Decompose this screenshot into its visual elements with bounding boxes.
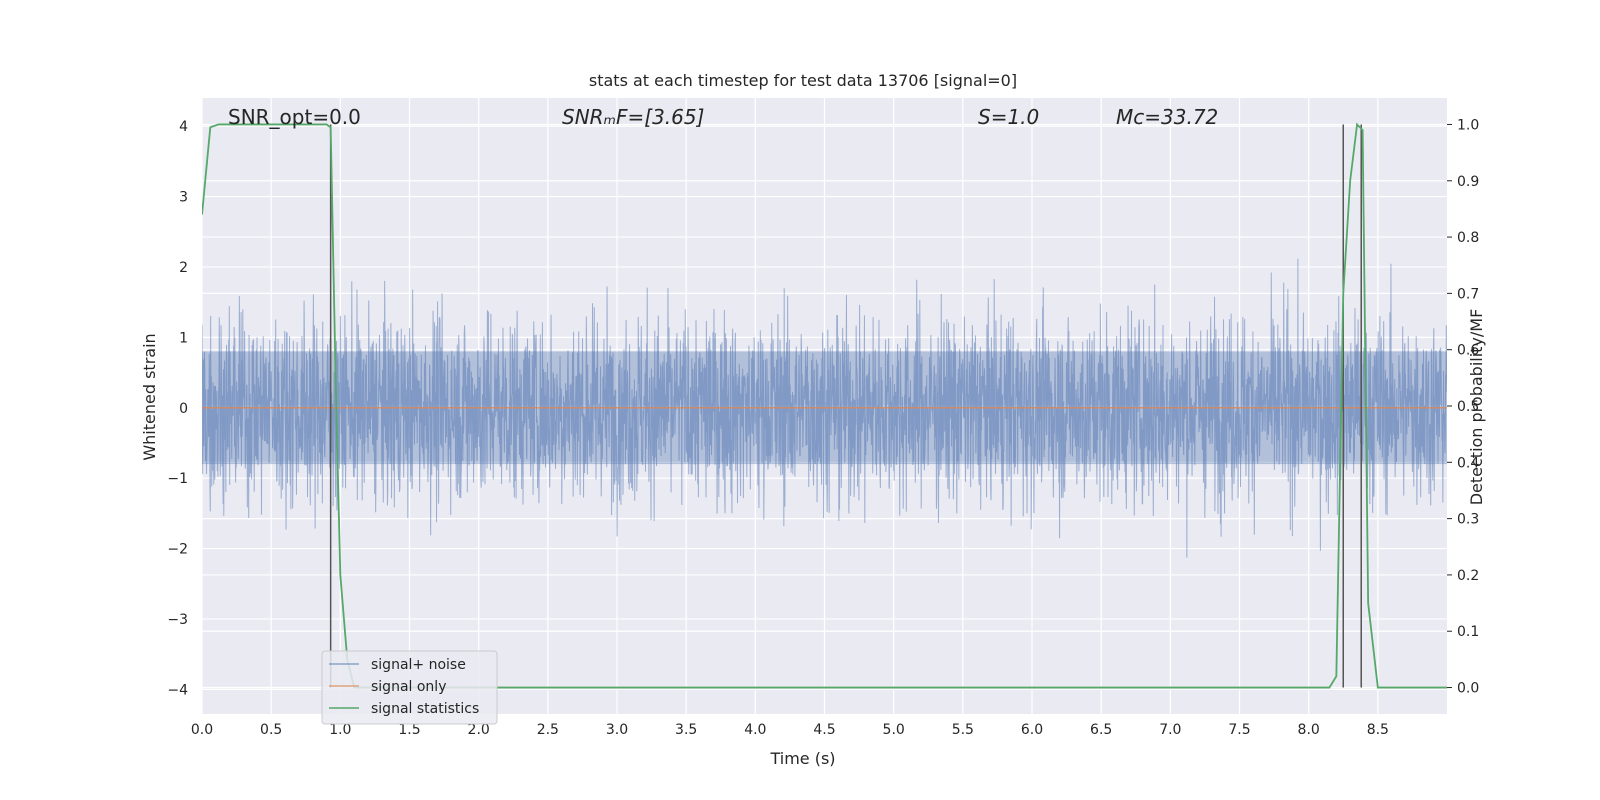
y-axis-right-ticks: 1.0 0.9 0.8 0.7 0.6 0.5 0.4 0.3 0.2 0.1 0.0 xyxy=(1447,117,1479,697)
y-left-tick-label: −4 xyxy=(167,682,188,698)
y-right-tick-label: 0.7 xyxy=(1457,286,1479,302)
x-tick-label: 2.0 xyxy=(468,722,490,738)
chart-title: stats at each timestep for test data 137… xyxy=(589,71,1017,90)
x-tick-label: 8.0 xyxy=(1298,722,1320,738)
noise-line xyxy=(202,258,1447,558)
statistics-line xyxy=(202,122,1447,689)
x-tick-label: 2.5 xyxy=(537,722,559,738)
legend-box xyxy=(321,650,498,725)
legend-label-statistics: signal statistics xyxy=(371,701,479,717)
x-tick-label: 1.5 xyxy=(398,722,420,738)
y-axis-left-ticks: 4 3 2 1 0 −1 −2 −3 −4 xyxy=(167,119,188,698)
y-right-tick-label: 0.3 xyxy=(1457,512,1479,528)
annotation-snr-opt: SNR_opt=0.0 xyxy=(228,105,361,129)
vertical-lines xyxy=(329,124,1362,688)
y-right-tick-label: 0.6 xyxy=(1457,343,1479,359)
x-tick-label: 6.0 xyxy=(1021,722,1043,738)
y-left-tick-label: −3 xyxy=(167,612,188,628)
x-tick-label: 8.5 xyxy=(1367,722,1389,738)
legend-label-signal-only: signal only xyxy=(371,679,446,695)
x-tick-label: 3.5 xyxy=(675,722,697,738)
x-tick-label: 3.0 xyxy=(606,722,628,738)
y-right-tick-label: 1.0 xyxy=(1457,117,1479,133)
x-tick-label: 0.5 xyxy=(260,722,282,738)
y-right-tick-label: 0.4 xyxy=(1457,455,1479,471)
y-left-tick-label: −1 xyxy=(167,471,188,487)
y-right-tick-label: 0.8 xyxy=(1457,230,1479,246)
y-right-tick-label: 0.2 xyxy=(1457,568,1479,584)
y-right-tick-label: 0.5 xyxy=(1457,399,1479,415)
y-left-tick-label: 0 xyxy=(179,401,188,417)
x-tick-label: 7.0 xyxy=(1159,722,1181,738)
x-tick-label: 7.5 xyxy=(1228,722,1250,738)
y-right-tick-label: 0.1 xyxy=(1457,624,1479,640)
legend: signal+ noise signal only signal statist… xyxy=(321,650,498,725)
annotation-mc: Mᴄ=33.72 xyxy=(1116,105,1218,129)
y-axis-left-label: Whitened strain xyxy=(140,333,159,460)
x-tick-label: 5.5 xyxy=(952,722,974,738)
x-tick-label: 5.0 xyxy=(883,722,905,738)
x-tick-label: 0.0 xyxy=(191,722,213,738)
series-signal-statistics xyxy=(202,122,1447,689)
y-left-tick-label: 2 xyxy=(179,260,188,276)
y-left-tick-label: 1 xyxy=(179,330,188,346)
x-axis-label: Time (s) xyxy=(769,749,835,768)
x-tick-label: 1.0 xyxy=(329,722,351,738)
y-axis-right-label: Detection probability/MF xyxy=(1467,309,1486,506)
annotation-s: S=1.0 xyxy=(978,105,1039,129)
y-right-tick-label: 0.9 xyxy=(1457,174,1479,190)
y-left-tick-label: −2 xyxy=(167,542,188,558)
x-tick-label: 4.5 xyxy=(813,722,835,738)
legend-label-noise: signal+ noise xyxy=(371,657,466,673)
x-tick-label: 6.5 xyxy=(1090,722,1112,738)
y-right-tick-label: 0.0 xyxy=(1457,681,1479,697)
y-left-tick-label: 4 xyxy=(179,119,188,135)
x-tick-label: 4.0 xyxy=(744,722,766,738)
x-axis-ticks: 0.0 0.5 1.0 1.5 2.0 2.5 3.0 3.5 4.0 4.5 5.0 5.5 6.0 6… xyxy=(191,722,1389,738)
annotation-snr-mf: SNRₘF=[3.65] xyxy=(562,105,704,129)
y-left-tick-label: 3 xyxy=(179,190,188,206)
